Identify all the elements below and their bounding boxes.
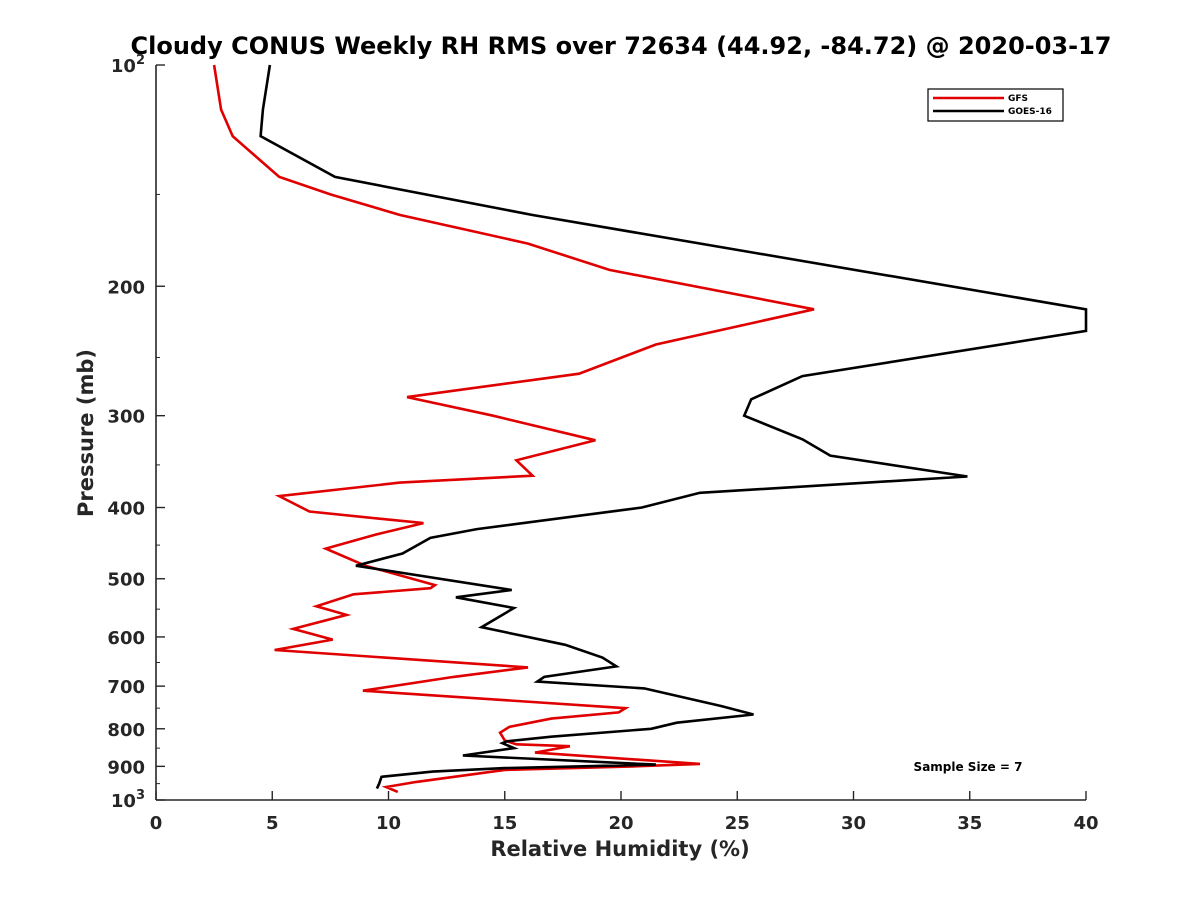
y-tick-label: 700 [107,677,145,698]
legend-box [927,88,1064,122]
x-tick-label: 10 [376,813,401,834]
chart-title: Cloudy CONUS Weekly RH RMS over 72634 (4… [131,32,1112,60]
y-axis-label: Pressure (mb) [74,349,98,517]
y-tick-label: 200 [107,277,145,298]
x-tick-label: 20 [608,813,633,834]
y-tick-label: 600 [107,628,145,649]
y-tick-label: 500 [107,570,145,591]
y-tick-label-power: 103 [111,788,145,812]
legend-label-gfs: GFS [1008,94,1028,104]
sample-size-annotation: Sample Size = 7 [914,760,1023,774]
plot-lines [212,64,1088,794]
x-tick-label: 25 [725,813,750,834]
axes: 0 5 10 15 20 25 30 35 40 200 300 400 500 600 700 800 900… [107,53,1098,834]
legend: GFS GOES-16 [927,88,1064,122]
y-tick-label: 400 [107,499,145,520]
series-line-gfs [212,64,815,794]
x-tick-label: 0 [150,813,163,834]
x-tick-label: 15 [492,813,517,834]
legend-label-goes16: GOES-16 [1008,107,1052,117]
y-tick-label-power: 102 [111,53,145,77]
y-tick-label: 800 [107,720,145,741]
x-tick-label: 30 [841,813,866,834]
x-tick-label: 35 [957,813,982,834]
x-tick-label: 40 [1073,813,1098,834]
x-axis-label: Relative Humidity (%) [490,837,749,861]
series-line-goes16 [259,64,1088,790]
y-tick-label: 300 [107,407,145,428]
y-tick-label: 900 [107,757,145,778]
x-tick-label: 5 [266,813,279,834]
